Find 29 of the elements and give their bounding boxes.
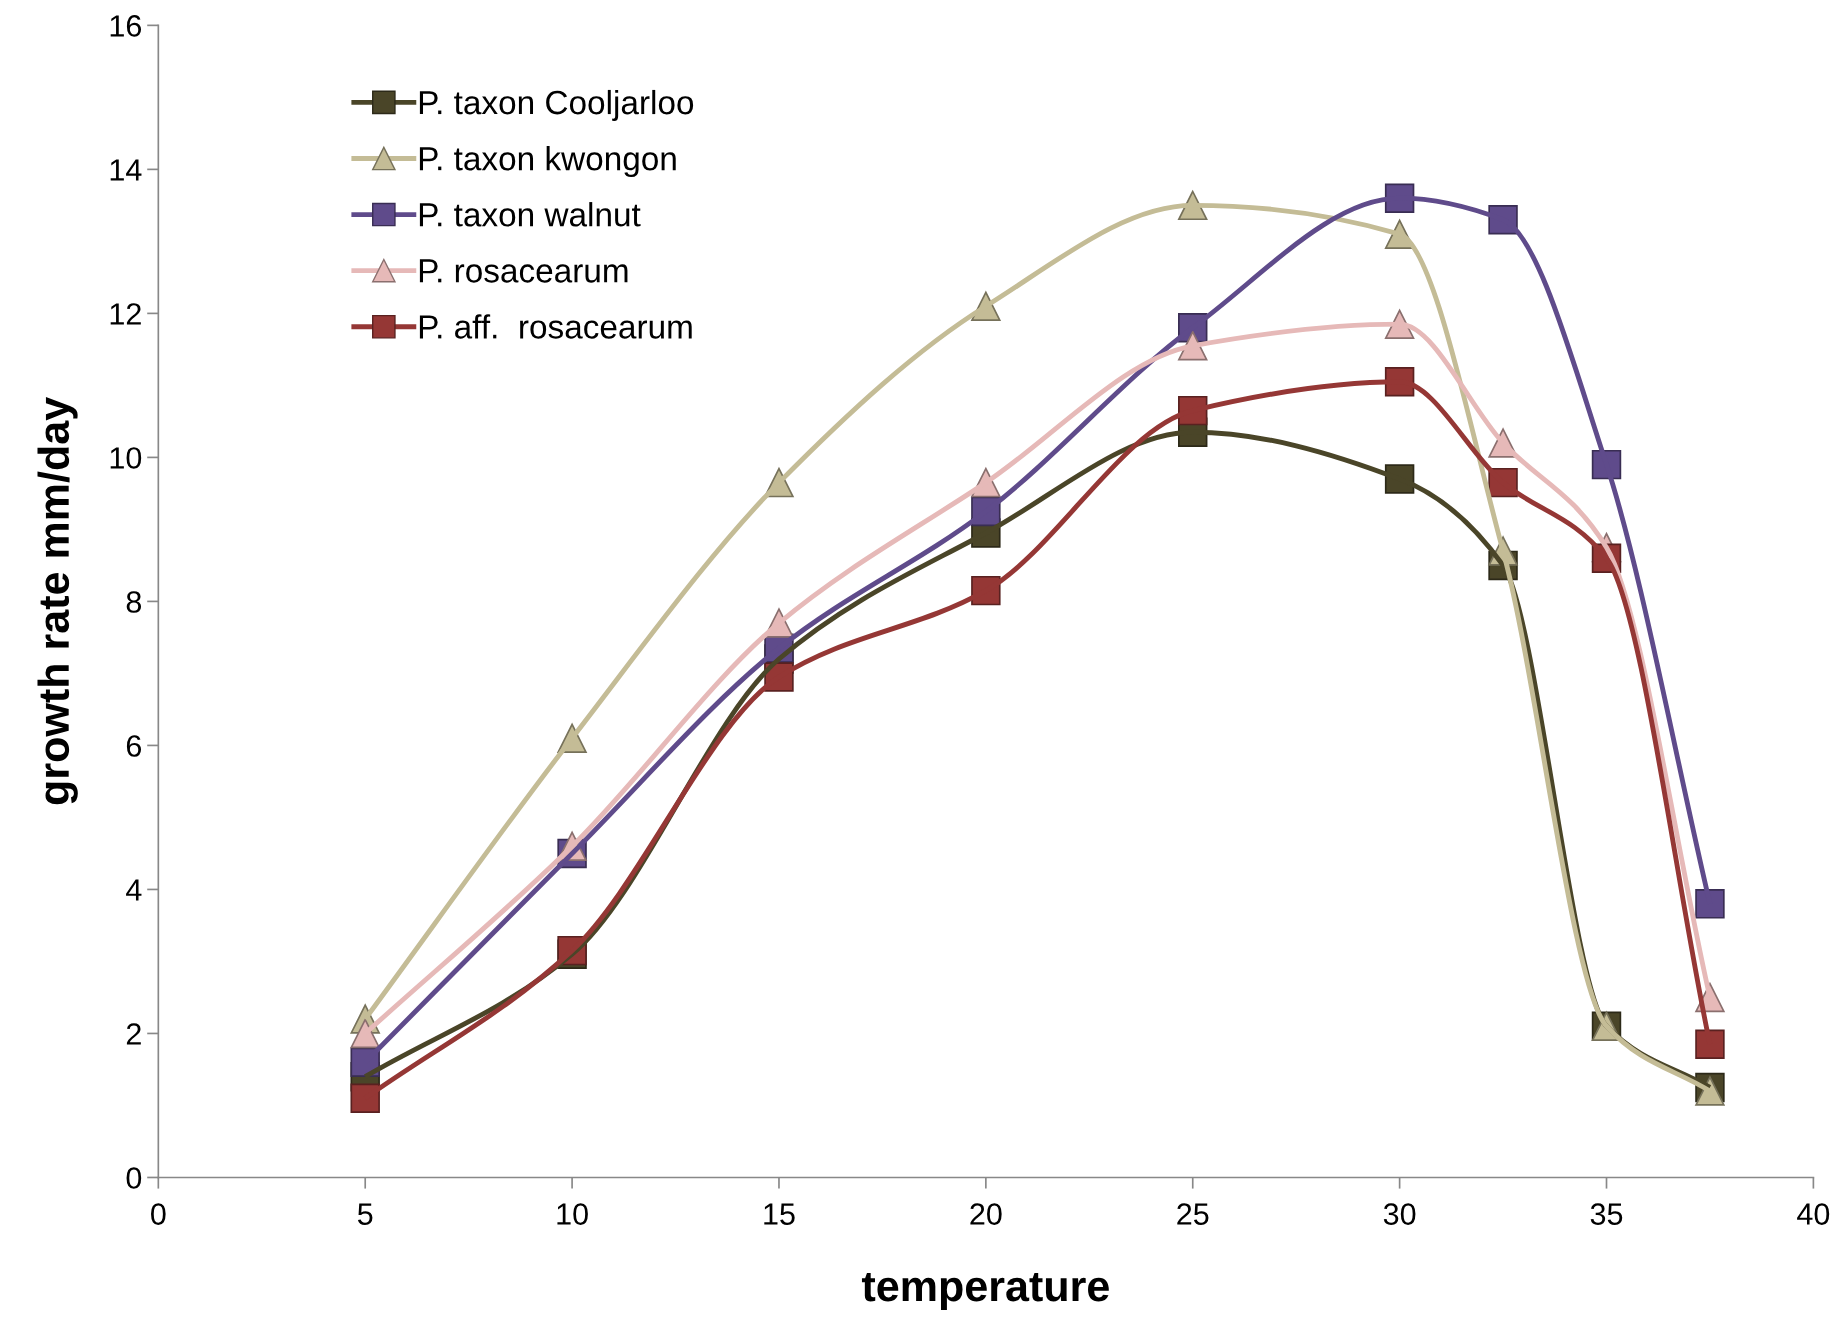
x-tick-label: 40 (1797, 1203, 1830, 1225)
x-tick-label: 30 (1383, 1203, 1416, 1225)
x-tick-label: 15 (764, 1203, 795, 1225)
x-tick-label: 10 (557, 1203, 588, 1225)
legend-label: P. taxon kwongon (419, 146, 676, 178)
y-tick-label: 16 (110, 15, 142, 37)
y-tick-label: 0 (126, 1167, 142, 1189)
x-tick-label: 0 (151, 1203, 166, 1225)
legend-label: P. aff. rosacearum (419, 314, 692, 339)
y-tick-label: 2 (126, 1023, 141, 1045)
legend-label: P. taxon walnut (419, 202, 641, 227)
x-axis-title: temperature (861, 1272, 1109, 1310)
y-axis-title: growth rate mm/day (37, 397, 78, 805)
y-tick-label: 10 (110, 447, 142, 469)
point (350, 1018, 380, 1049)
legend-label: P. rosacearum (419, 259, 628, 283)
x-tick-label: 20 (970, 1203, 1002, 1225)
y-tick-label: 8 (126, 591, 142, 613)
y-tick-label: 12 (110, 303, 141, 325)
y-tick-label: 6 (126, 735, 142, 757)
x-tick-label: 5 (357, 1203, 373, 1225)
y-tick-label: 4 (126, 879, 142, 901)
legend-label: P. taxon Cooljarloo (419, 89, 694, 121)
point (1695, 889, 1725, 919)
x-tick-label: 35 (1590, 1203, 1623, 1225)
point (350, 1083, 380, 1113)
y-tick-label: 14 (110, 159, 142, 181)
point (1695, 1029, 1725, 1059)
x-tick-label: 25 (1177, 1203, 1209, 1225)
